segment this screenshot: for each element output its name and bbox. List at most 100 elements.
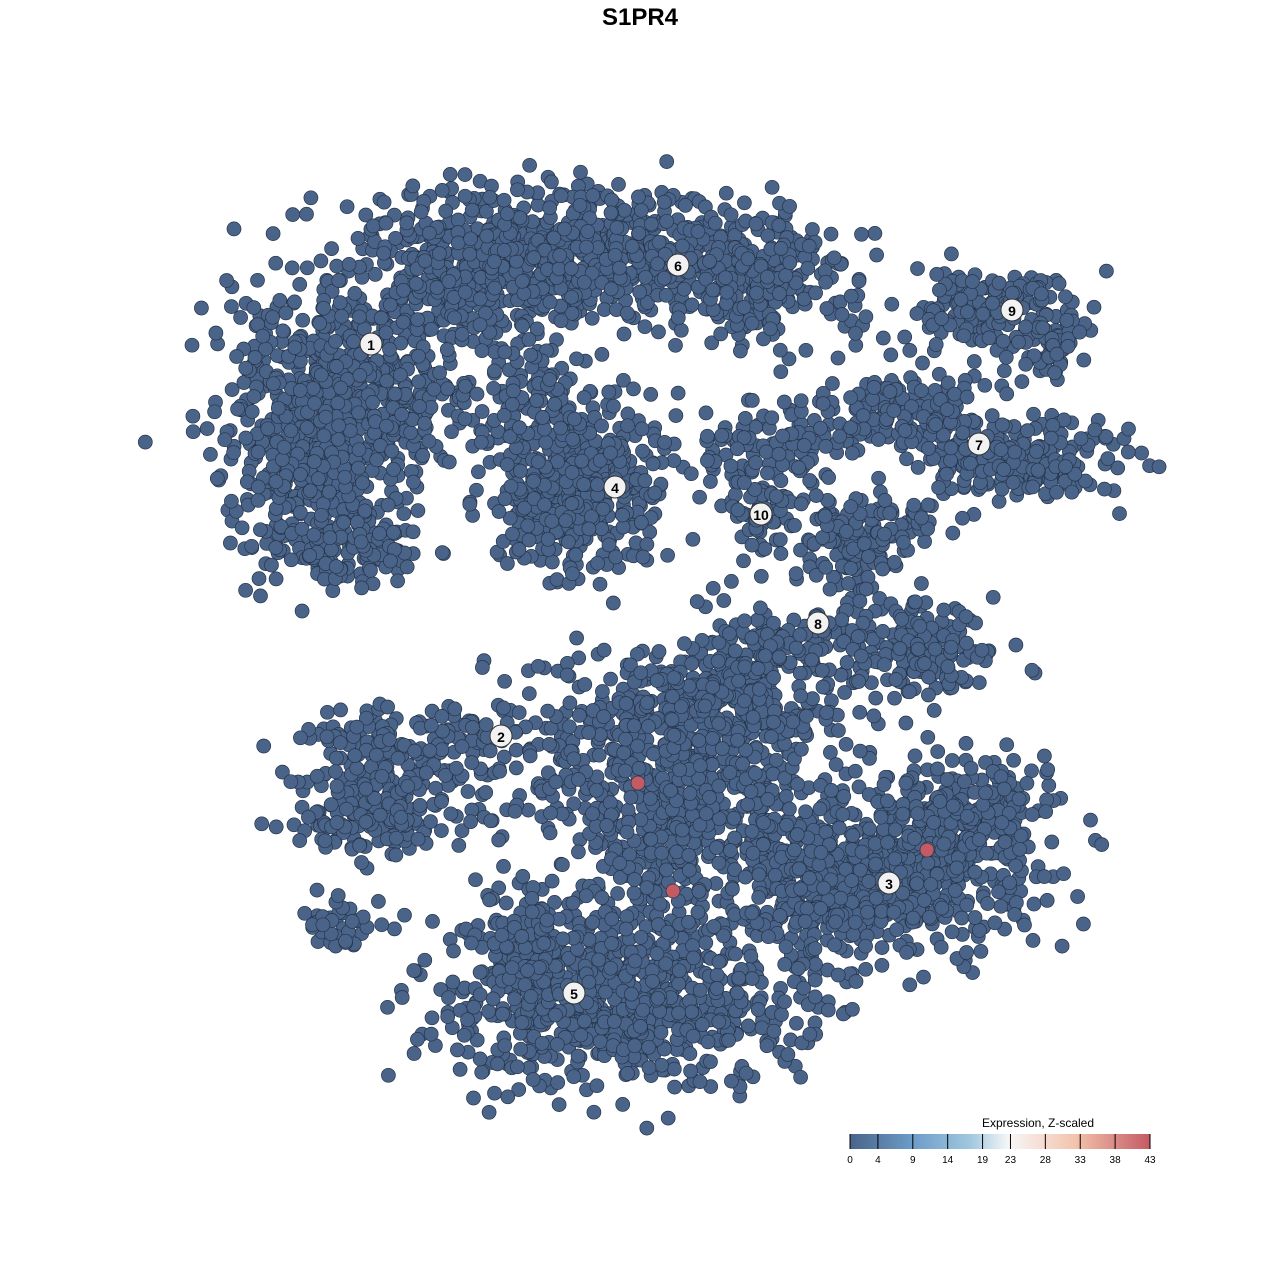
cell-point xyxy=(656,194,672,210)
cell-point xyxy=(246,300,262,315)
cell-point xyxy=(1064,484,1080,500)
cell-point xyxy=(991,494,1007,509)
cell-point xyxy=(284,260,300,276)
cell-point xyxy=(611,177,626,192)
cell-point xyxy=(358,781,374,797)
cell-point xyxy=(945,525,961,541)
cell-point xyxy=(540,531,556,547)
cell-point xyxy=(542,200,558,216)
cell-point xyxy=(292,277,308,292)
cell-point xyxy=(1024,662,1040,678)
cell-point xyxy=(434,794,449,809)
cell-point xyxy=(553,313,569,329)
cell-point xyxy=(823,226,839,242)
cell-point xyxy=(396,282,411,298)
cell-point xyxy=(568,547,584,563)
cell-point xyxy=(607,247,623,263)
cell-point xyxy=(1043,430,1059,446)
cell-point xyxy=(758,444,774,460)
cell-point xyxy=(474,343,490,359)
cell-point xyxy=(373,310,389,326)
cell-point xyxy=(650,256,665,272)
cell-point xyxy=(588,782,604,798)
cell-point xyxy=(1051,276,1067,291)
cell-point xyxy=(217,432,233,448)
cell-point xyxy=(314,507,329,523)
cell-point xyxy=(787,518,802,533)
cell-point xyxy=(723,458,739,474)
cell-point xyxy=(386,525,401,540)
cell-point xyxy=(417,415,432,431)
cell-point xyxy=(544,174,559,190)
cell-point xyxy=(553,188,569,204)
cell-point xyxy=(730,502,746,518)
cell-point xyxy=(331,418,347,434)
cell-point xyxy=(776,394,792,410)
cell-point xyxy=(866,380,882,395)
cell-point xyxy=(313,367,329,383)
cell-point xyxy=(985,295,1000,311)
cell-point xyxy=(510,182,525,198)
cell-point xyxy=(256,738,272,754)
cell-point xyxy=(424,321,439,337)
cell-point xyxy=(399,559,415,575)
cell-point xyxy=(457,188,473,204)
cell-point xyxy=(822,581,838,597)
cell-point xyxy=(203,447,218,462)
cell-point xyxy=(576,477,592,492)
cell-point xyxy=(390,750,406,766)
cell-point xyxy=(764,179,780,195)
cell-point xyxy=(508,760,524,776)
cell-point xyxy=(834,612,850,628)
cell-point xyxy=(651,234,667,250)
cell-point xyxy=(981,330,997,346)
cell-point xyxy=(334,308,350,324)
cell-point xyxy=(624,239,640,254)
cell-point xyxy=(330,395,346,411)
cell-point xyxy=(388,230,403,246)
cell-point xyxy=(505,383,521,399)
cell-point xyxy=(354,855,369,870)
cell-point xyxy=(352,309,367,325)
cell-point xyxy=(943,639,959,655)
cell-point xyxy=(974,642,990,658)
cell-point xyxy=(505,526,520,542)
cell-point xyxy=(773,473,789,489)
cell-point xyxy=(208,325,224,341)
cell-point xyxy=(718,270,733,286)
cell-point xyxy=(698,405,714,421)
cell-point xyxy=(185,424,201,440)
cell-point xyxy=(421,433,437,449)
cell-point xyxy=(369,747,384,763)
cell-point xyxy=(971,675,987,690)
cell-point xyxy=(714,428,730,443)
cell-point xyxy=(580,224,596,239)
cell-point xyxy=(818,439,834,454)
cell-point xyxy=(268,571,284,587)
cell-point xyxy=(773,546,789,561)
cell-point xyxy=(557,221,572,237)
cell-point xyxy=(285,207,301,222)
cell-point xyxy=(737,613,752,629)
cell-point xyxy=(226,445,241,460)
cell-point xyxy=(856,536,872,551)
cell-point xyxy=(573,164,588,180)
cell-point xyxy=(1058,459,1073,474)
cell-point xyxy=(768,488,784,504)
cell-point xyxy=(472,317,488,333)
cell-point xyxy=(744,315,760,331)
cell-point xyxy=(496,243,512,258)
cell-point xyxy=(626,381,641,397)
cell-point xyxy=(194,300,209,316)
cell-point xyxy=(819,301,835,316)
cell-point xyxy=(473,434,489,450)
cell-point xyxy=(526,473,541,489)
cell-point xyxy=(926,703,942,718)
cell-point xyxy=(411,348,426,364)
cell-point xyxy=(469,386,485,402)
cell-point xyxy=(958,609,974,624)
cell-point xyxy=(265,309,280,325)
cell-point xyxy=(443,806,459,822)
cell-point xyxy=(910,641,926,657)
cell-point xyxy=(723,207,739,223)
